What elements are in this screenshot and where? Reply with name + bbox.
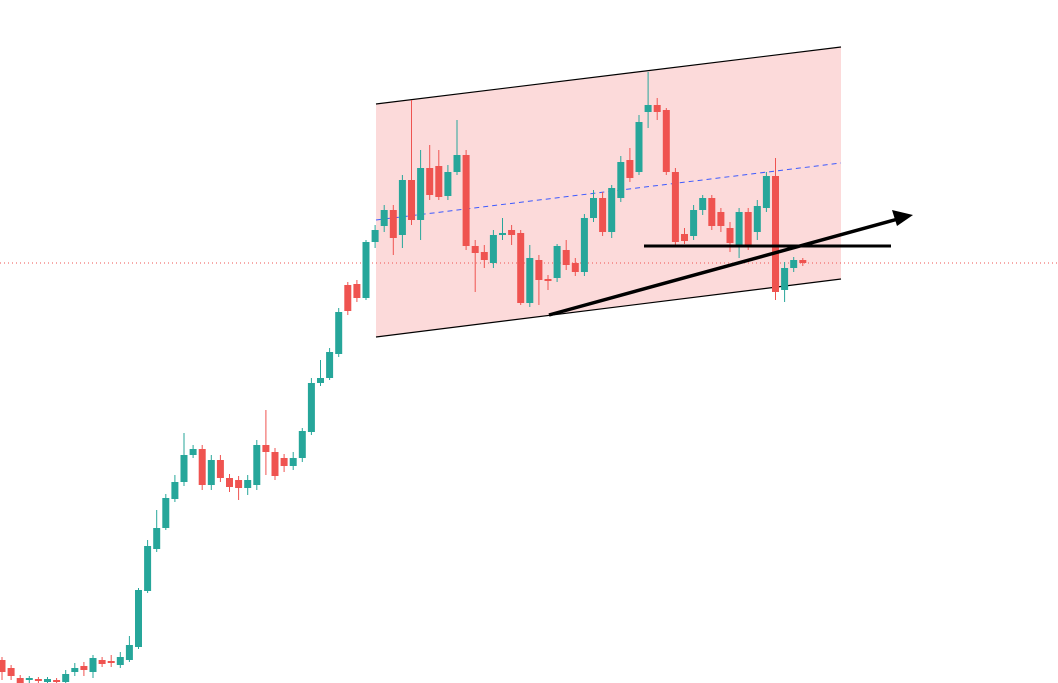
- candle-body: [335, 312, 343, 354]
- candle-body: [580, 218, 588, 272]
- candle-body: [708, 198, 716, 226]
- candle-body: [307, 383, 315, 432]
- candle-body: [662, 110, 670, 172]
- candle-body: [235, 480, 243, 488]
- candles: [0, 72, 807, 683]
- candle-body: [317, 378, 324, 383]
- candle-body: [444, 172, 452, 196]
- candle-body: [772, 176, 779, 292]
- candle-body: [590, 198, 597, 218]
- candle-body: [135, 590, 142, 647]
- candle-body: [16, 678, 24, 683]
- candle-body: [517, 233, 525, 303]
- candle-body: [389, 210, 397, 238]
- candle-body: [799, 260, 807, 263]
- candle-body: [744, 212, 752, 246]
- candle-body: [790, 260, 798, 268]
- candle-body: [726, 228, 734, 243]
- candle-body: [553, 246, 561, 278]
- candle-body: [144, 546, 152, 591]
- candle-body: [89, 658, 97, 672]
- candle-body: [781, 268, 789, 290]
- candle-body: [171, 482, 179, 499]
- candle-body: [371, 230, 379, 242]
- arrow-head: [892, 210, 913, 226]
- candle-body: [180, 455, 188, 482]
- candle-body: [216, 460, 224, 478]
- candle-body: [426, 168, 434, 195]
- candle-body: [626, 160, 634, 178]
- candle-body: [162, 498, 170, 528]
- candle-body: [44, 679, 51, 682]
- candle-body: [253, 445, 261, 485]
- candle-body: [599, 198, 607, 232]
- candle-body: [699, 198, 707, 210]
- trend-arrow: [548, 217, 899, 317]
- candle-body: [762, 176, 770, 208]
- candle-body: [262, 445, 270, 452]
- candle-body: [735, 212, 743, 246]
- candle-body: [107, 661, 115, 663]
- candle-body: [244, 480, 252, 488]
- candle-body: [125, 645, 133, 660]
- candle-body: [353, 284, 361, 298]
- candle-body: [489, 235, 497, 263]
- candle-body: [753, 206, 761, 232]
- candle-body: [508, 230, 516, 235]
- candle-body: [116, 657, 124, 665]
- candle-body: [25, 678, 33, 680]
- candle-body: [635, 122, 643, 172]
- candle-body: [417, 168, 425, 220]
- candle-body: [344, 285, 352, 311]
- candle-body: [471, 246, 479, 253]
- candle-body: [62, 674, 70, 682]
- candle-body: [298, 431, 306, 458]
- candle-body: [562, 250, 570, 265]
- candle-body: [80, 666, 88, 670]
- candle-body: [0, 660, 6, 672]
- candle-body: [280, 458, 288, 466]
- candle-body: [362, 242, 370, 298]
- candle-body: [608, 188, 616, 232]
- candle-body: [189, 449, 197, 455]
- candle-body: [198, 449, 206, 485]
- candle-body: [671, 172, 679, 242]
- candle-body: [71, 668, 79, 672]
- candle-body: [408, 180, 415, 220]
- candle-body: [153, 528, 161, 549]
- candle-body: [53, 680, 61, 682]
- candle-body: [453, 155, 461, 172]
- candle-body: [271, 452, 279, 476]
- candle-body: [653, 105, 661, 112]
- drawings: [548, 210, 913, 317]
- candle-body: [7, 668, 15, 676]
- candle-body: [380, 210, 388, 226]
- candle-body: [207, 460, 215, 485]
- candle-body: [717, 212, 725, 226]
- candle-body: [480, 252, 488, 260]
- candle-body: [326, 352, 334, 378]
- candle-body: [535, 260, 543, 280]
- candle-body: [98, 660, 106, 664]
- candle-body: [289, 458, 297, 466]
- candle-body: [435, 166, 443, 197]
- candle-body: [226, 478, 233, 487]
- candle-body: [544, 279, 552, 281]
- candle-body: [34, 679, 42, 681]
- candle-body: [681, 234, 688, 241]
- candle-body: [617, 162, 625, 198]
- candle-body: [462, 155, 470, 246]
- channel-lower: [375, 278, 842, 338]
- channel-upper: [375, 46, 842, 105]
- candle-body: [398, 180, 406, 235]
- candle-body: [644, 105, 652, 112]
- candle-body: [571, 263, 579, 272]
- candle-body: [526, 258, 534, 303]
- candle-body: [499, 233, 506, 235]
- candle-body: [690, 210, 698, 236]
